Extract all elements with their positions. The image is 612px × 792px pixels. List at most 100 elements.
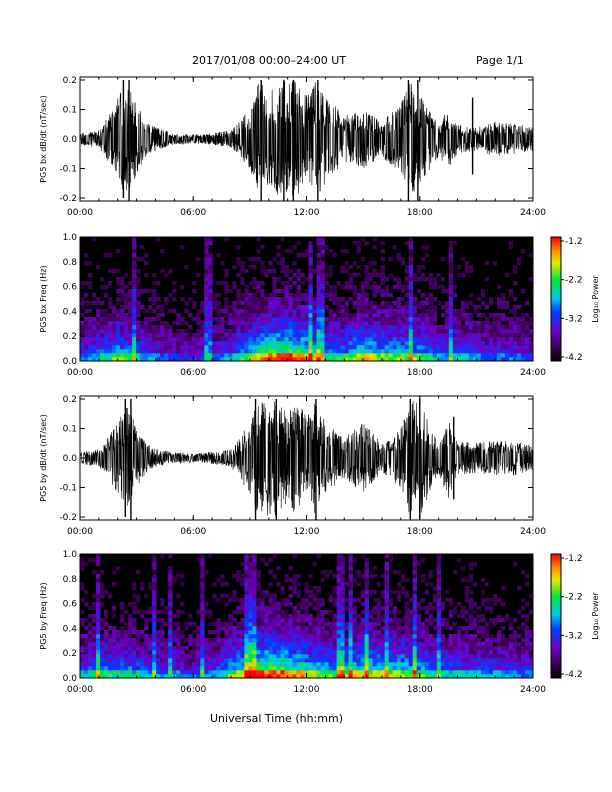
spectrogram-cell	[212, 325, 217, 330]
spectrogram-cell	[244, 606, 249, 611]
spectrogram-cell	[500, 666, 506, 671]
spectrogram-cell	[240, 618, 245, 623]
spectrogram-cell	[304, 646, 309, 651]
spectrogram-cell	[248, 325, 253, 330]
colorbar-swatch	[551, 288, 561, 292]
spectrogram-cell	[104, 317, 109, 322]
spectrogram-cell	[432, 638, 438, 643]
spectrogram-cell	[364, 277, 369, 282]
spectrogram-cell	[324, 622, 329, 627]
x-tick-label: 00:00	[67, 527, 93, 537]
spectrogram-cell	[88, 333, 93, 338]
spectrogram-cell	[524, 666, 530, 671]
spectrogram-cell	[172, 622, 177, 627]
spectrogram-cell	[364, 321, 369, 326]
spectrogram-cell	[384, 321, 389, 326]
spectrogram-cell	[200, 590, 205, 595]
spectrogram-cell	[128, 646, 133, 651]
spectrogram-cell	[412, 670, 418, 675]
spectrogram-cell	[476, 606, 482, 611]
spectrogram-cell	[512, 317, 518, 322]
spectrogram-cell	[92, 618, 97, 623]
spectrogram-cell	[420, 646, 426, 651]
spectrogram-cell	[244, 582, 249, 587]
colorbar-swatch	[551, 313, 561, 316]
spectrogram-cell	[468, 293, 474, 298]
spectrogram-cell	[420, 662, 426, 667]
spectrogram-cell	[348, 602, 353, 607]
colorbar-swatch	[551, 247, 561, 250]
spectrogram-cell	[384, 305, 389, 310]
spectrogram-cell	[316, 654, 321, 659]
spectrogram-cell	[416, 646, 422, 651]
spectrogram-cell	[292, 610, 297, 615]
spectrogram-cell	[196, 670, 201, 675]
spectrogram-cell	[360, 309, 365, 314]
spectrogram-cell	[316, 313, 321, 318]
spectrogram-cell	[476, 357, 482, 362]
spectrogram-cell	[188, 333, 193, 338]
spectrogram-cell	[252, 277, 257, 282]
spectrogram-cell	[212, 357, 217, 362]
spectrogram-cell	[360, 638, 365, 643]
spectrogram-cell	[476, 337, 482, 342]
spectrogram-cell	[292, 666, 297, 671]
spectrogram-cell	[460, 642, 466, 647]
spectrogram-cell	[300, 646, 305, 651]
spectrogram-cell	[268, 606, 273, 611]
spectrogram-cell	[108, 658, 113, 663]
spectrogram-cell	[152, 273, 157, 278]
spectrogram-cell	[384, 293, 389, 298]
spectrogram-cell	[464, 630, 470, 635]
spectrogram-cell	[208, 241, 213, 246]
spectrogram-cell	[244, 654, 249, 659]
spectrogram-cell	[248, 305, 253, 310]
spectrogram-cell	[288, 301, 293, 306]
spectrogram-cell	[136, 305, 141, 310]
spectrogram-cell	[368, 345, 373, 350]
spectrogram-cell	[300, 606, 305, 611]
spectrogram-cell	[192, 666, 197, 671]
spectrogram-cell	[224, 345, 229, 350]
spectrogram-cell	[344, 650, 349, 655]
spectrogram-cell	[128, 634, 133, 639]
spectrogram-cell	[316, 333, 321, 338]
spectrogram-cell	[272, 321, 277, 326]
spectrogram-cell	[344, 349, 349, 354]
spectrogram-cell	[324, 349, 329, 354]
spectrogram-cell	[492, 325, 498, 330]
spectrogram-cell	[340, 638, 345, 643]
spectrogram-cell	[204, 570, 209, 575]
spectrogram-cell	[516, 341, 522, 346]
spectrogram-cell	[380, 658, 385, 663]
spectrogram-cell	[176, 658, 181, 663]
spectrogram-cell	[488, 301, 494, 306]
spectrogram-cell	[144, 345, 149, 350]
spectrogram-cell	[356, 321, 361, 326]
spectrogram-cell	[232, 646, 237, 651]
spectrogram-cell	[400, 650, 406, 655]
spectrogram-cell	[300, 650, 305, 655]
spectrogram-cell	[84, 642, 89, 647]
spectrogram-cell	[156, 638, 161, 643]
spectrogram-cell	[432, 329, 438, 334]
spectrogram-cell	[408, 329, 414, 334]
spectrogram-cell	[168, 341, 173, 346]
spectrogram-cell	[232, 590, 237, 595]
spectrogram-cell	[452, 646, 458, 651]
spectrogram-cell	[152, 670, 157, 675]
spectrogram-cell	[128, 289, 133, 294]
spectrogram-cell	[340, 305, 345, 310]
spectrogram-cell	[336, 321, 341, 326]
spectrogram-cell	[316, 257, 321, 262]
spectrogram-cell	[84, 317, 89, 322]
spectrogram-cell	[108, 345, 113, 350]
spectrogram-cell	[108, 353, 113, 358]
spectrogram-cell	[224, 602, 229, 607]
spectrogram-cell	[132, 349, 137, 354]
spectrogram-cell	[340, 666, 345, 671]
spectrogram-cell	[336, 357, 341, 362]
spectrogram-cell	[464, 634, 470, 639]
spectrogram-cell	[148, 349, 153, 354]
spectrogram-cell	[248, 265, 253, 270]
